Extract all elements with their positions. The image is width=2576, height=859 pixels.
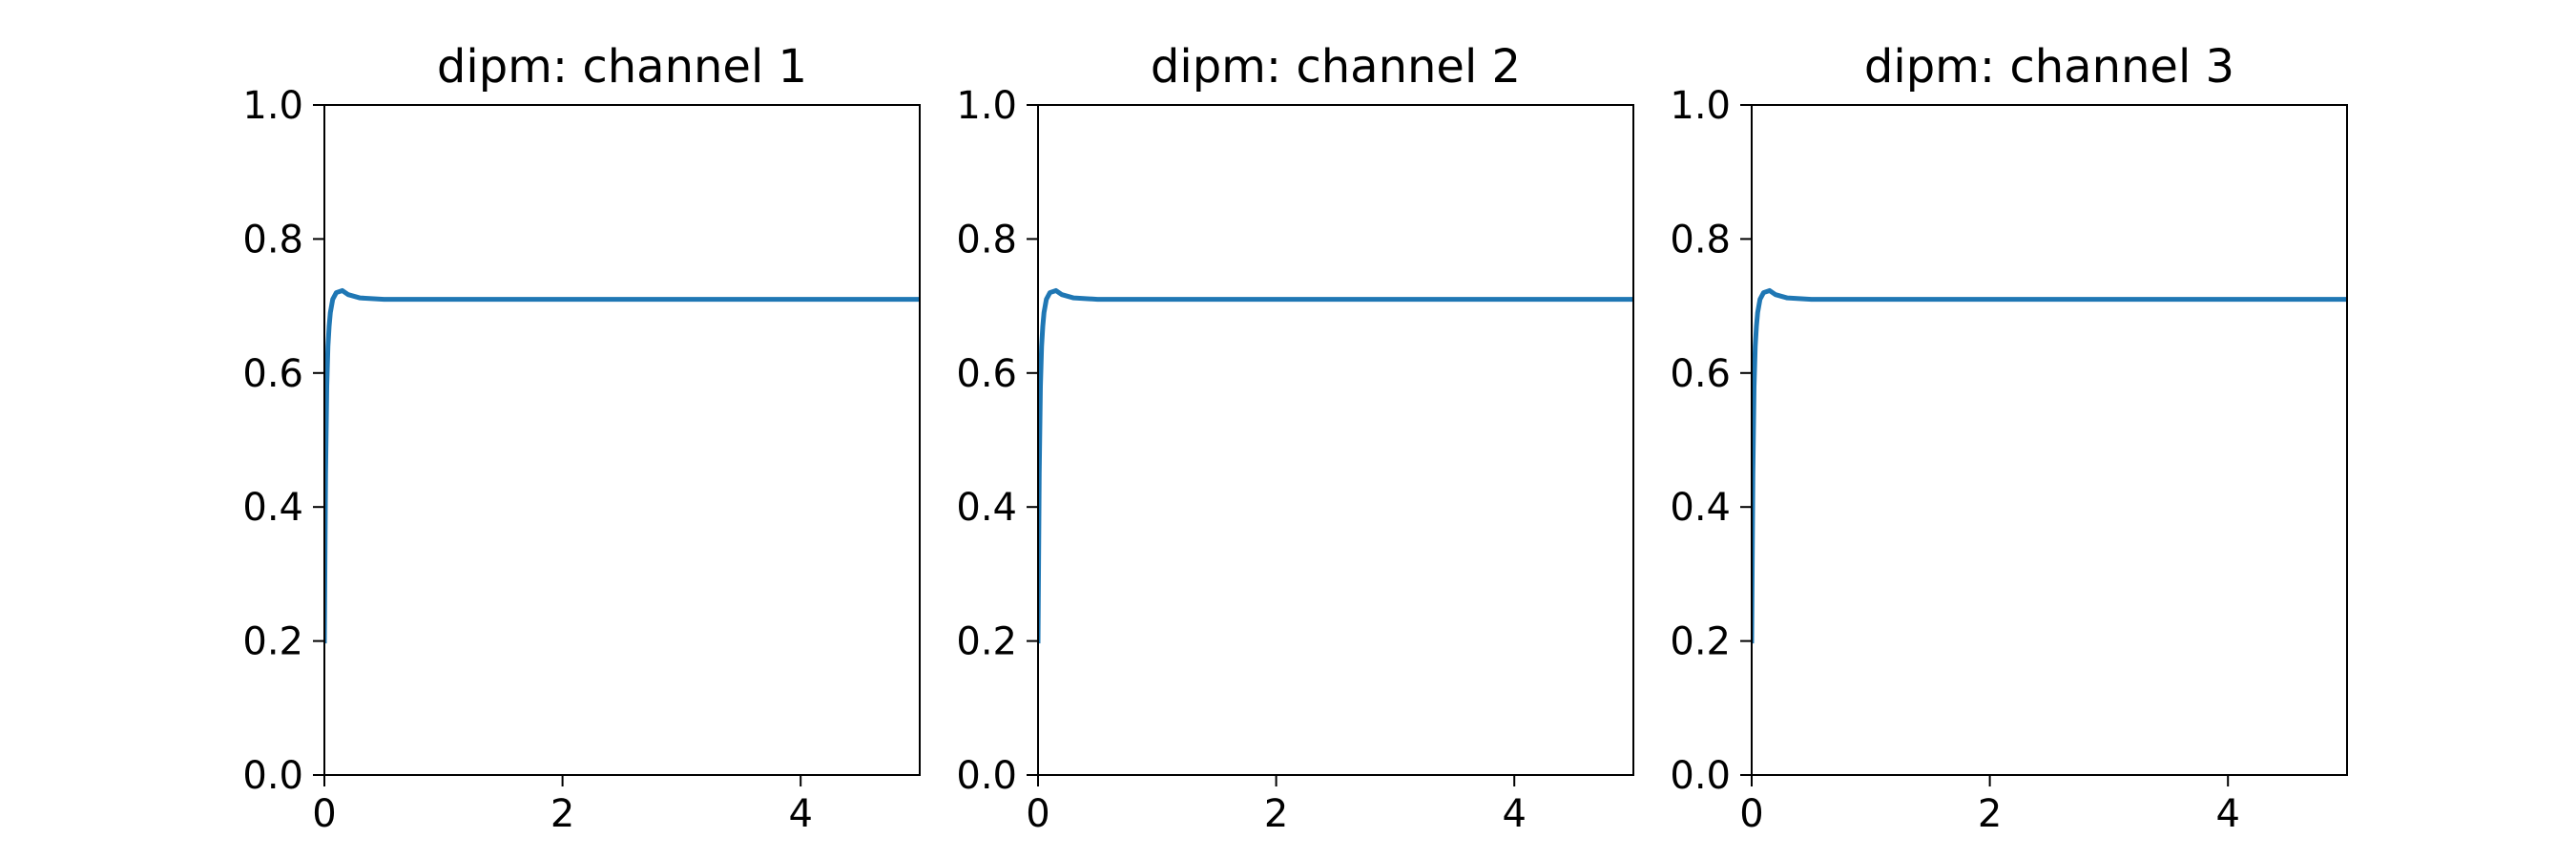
y-tick-label: 0.2 xyxy=(242,620,303,664)
y-tick-label: 0.0 xyxy=(242,754,303,798)
y-tick-label: 0.4 xyxy=(242,486,303,530)
y-tick-label: 0.2 xyxy=(1670,620,1731,664)
x-tick-label: 4 xyxy=(1502,792,1526,836)
y-tick-label: 0.2 xyxy=(956,620,1017,664)
axes-frame xyxy=(1037,104,1634,776)
chart-panel-1: 0 2 4 0.0 0.2 0.4 0.6 0.8 1.0 dipm: channel 1 xyxy=(242,40,921,836)
chart-panel-3: 0 2 4 0.0 0.2 0.4 0.6 0.8 1.0 dipm: channel 3 xyxy=(1670,40,2348,836)
x-tick-label: 4 xyxy=(2215,792,2239,836)
y-tick-label: 1.0 xyxy=(242,84,303,128)
y-tick-label: 0.8 xyxy=(1670,218,1731,262)
x-tick-label: 0 xyxy=(1739,792,1763,836)
y-tick-label: 0.6 xyxy=(1670,352,1731,396)
chart-panel-2: 0 2 4 0.0 0.2 0.4 0.6 0.8 1.0 dipm: channel 2 xyxy=(956,40,1634,836)
y-tick-label: 0.8 xyxy=(956,218,1017,262)
series-line-1 xyxy=(1752,287,2347,644)
x-tick-label: 2 xyxy=(1264,792,1288,836)
chart-title: dipm: channel 1 xyxy=(437,40,807,94)
y-tick-label: 0.0 xyxy=(956,754,1017,798)
chart-title: dipm: channel 2 xyxy=(1151,40,1521,94)
x-tick-label: 4 xyxy=(788,792,812,836)
y-tick-label: 0.0 xyxy=(1670,754,1731,798)
x-tick-label: 2 xyxy=(551,792,574,836)
y-tick-label: 1.0 xyxy=(956,84,1017,128)
x-tick-label: 0 xyxy=(312,792,336,836)
y-tick-label: 1.0 xyxy=(1670,84,1731,128)
y-tick-label: 0.8 xyxy=(242,218,303,262)
x-tick-label: 0 xyxy=(1026,792,1049,836)
axes-frame xyxy=(323,104,921,776)
chart-title: dipm: channel 3 xyxy=(1864,40,2234,94)
y-tick-label: 0.6 xyxy=(956,352,1017,396)
x-tick-label: 2 xyxy=(1978,792,2002,836)
y-tick-label: 0.6 xyxy=(242,352,303,396)
y-tick-label: 0.4 xyxy=(956,486,1017,530)
series-line-1 xyxy=(324,287,920,644)
y-tick-label: 0.4 xyxy=(1670,486,1731,530)
series-line-1 xyxy=(1038,287,1633,644)
axes-frame xyxy=(1751,104,2348,776)
